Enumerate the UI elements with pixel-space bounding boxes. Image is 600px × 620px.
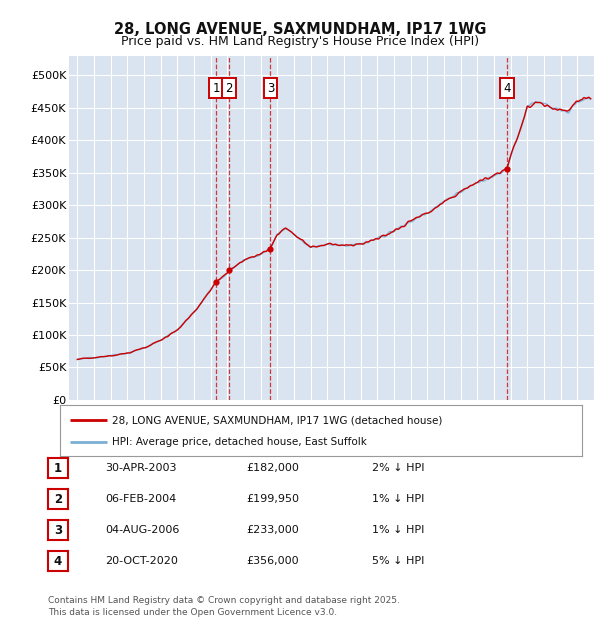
Text: 30-APR-2003: 30-APR-2003 (105, 463, 176, 473)
Text: Price paid vs. HM Land Registry's House Price Index (HPI): Price paid vs. HM Land Registry's House … (121, 35, 479, 48)
Text: 20-OCT-2020: 20-OCT-2020 (105, 556, 178, 566)
Text: 06-FEB-2004: 06-FEB-2004 (105, 494, 176, 504)
Text: 2: 2 (54, 493, 62, 505)
Text: 5% ↓ HPI: 5% ↓ HPI (372, 556, 424, 566)
Text: 1% ↓ HPI: 1% ↓ HPI (372, 494, 424, 504)
Text: 2% ↓ HPI: 2% ↓ HPI (372, 463, 425, 473)
Text: 1: 1 (54, 462, 62, 474)
Text: 2: 2 (225, 82, 233, 95)
Text: 4: 4 (54, 555, 62, 567)
Text: 28, LONG AVENUE, SAXMUNDHAM, IP17 1WG: 28, LONG AVENUE, SAXMUNDHAM, IP17 1WG (114, 22, 486, 37)
Text: £356,000: £356,000 (246, 556, 299, 566)
Text: 3: 3 (54, 524, 62, 536)
Text: Contains HM Land Registry data © Crown copyright and database right 2025.
This d: Contains HM Land Registry data © Crown c… (48, 596, 400, 617)
Text: 3: 3 (267, 82, 274, 95)
Text: 1% ↓ HPI: 1% ↓ HPI (372, 525, 424, 535)
Text: 04-AUG-2006: 04-AUG-2006 (105, 525, 179, 535)
Text: £233,000: £233,000 (246, 525, 299, 535)
Text: HPI: Average price, detached house, East Suffolk: HPI: Average price, detached house, East… (112, 438, 367, 448)
Text: 1: 1 (212, 82, 220, 95)
Text: £199,950: £199,950 (246, 494, 299, 504)
Text: 28, LONG AVENUE, SAXMUNDHAM, IP17 1WG (detached house): 28, LONG AVENUE, SAXMUNDHAM, IP17 1WG (d… (112, 415, 443, 425)
Text: 4: 4 (503, 82, 511, 95)
Text: £182,000: £182,000 (246, 463, 299, 473)
